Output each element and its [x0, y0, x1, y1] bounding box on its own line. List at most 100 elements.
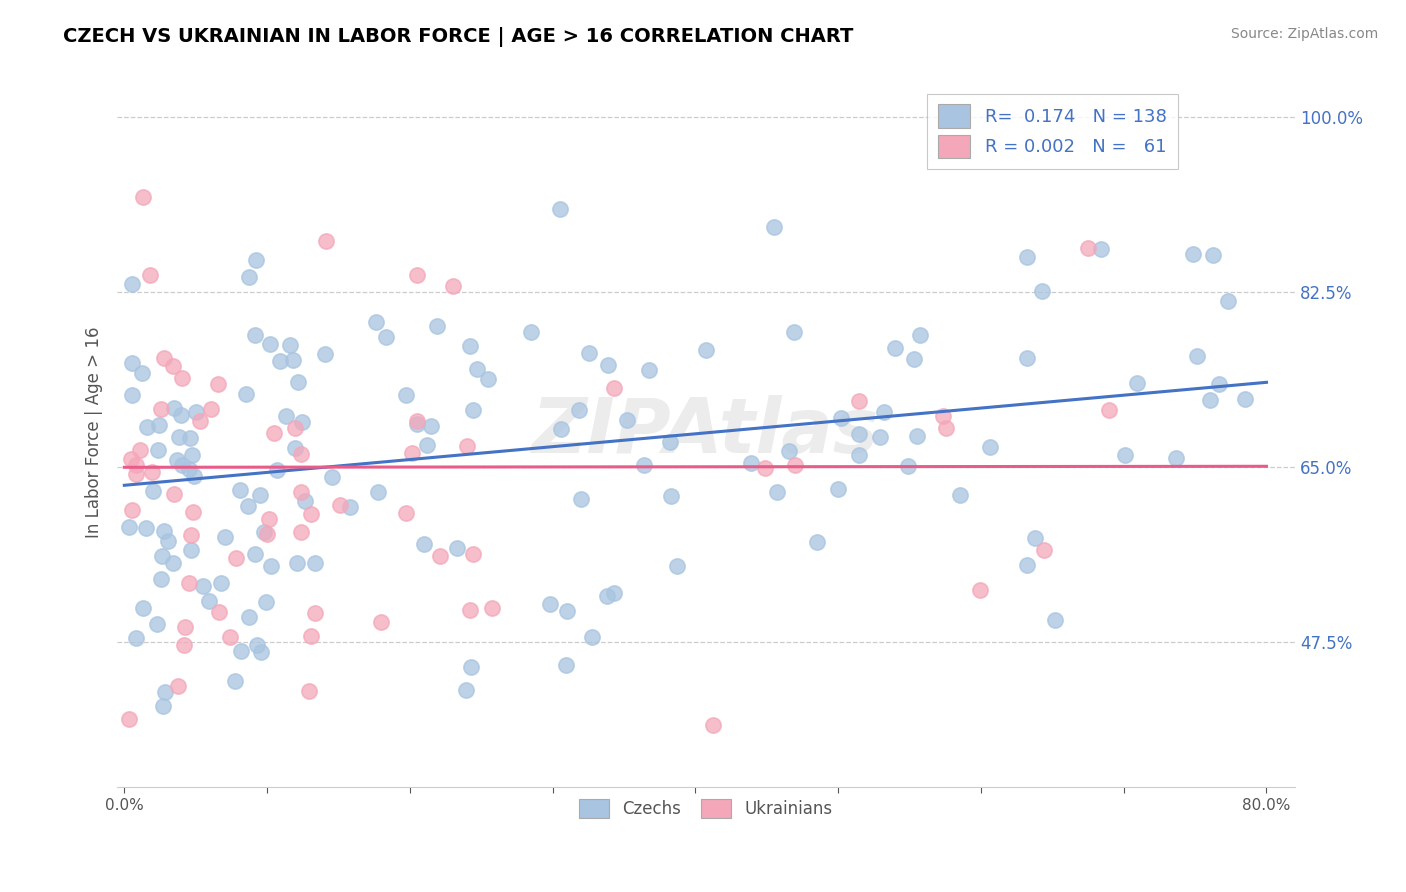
Point [245, 252, 267, 267]
Point [269, 353, 291, 368]
Point [125, 631, 148, 645]
Point [595, 589, 617, 603]
Point [238, 270, 260, 285]
Point [765, 485, 787, 500]
Point [266, 463, 288, 477]
Y-axis label: In Labor Force | Age > 16: In Labor Force | Age > 16 [86, 326, 103, 538]
Point [153, 524, 176, 538]
Point [465, 362, 488, 376]
Point [146, 617, 169, 632]
Point [806, 535, 828, 549]
Point [598, 358, 620, 372]
Point [905, 429, 928, 443]
Point [238, 610, 260, 624]
Point [548, 202, 571, 216]
Point [142, 484, 165, 499]
Point [278, 338, 301, 352]
Point [702, 718, 724, 732]
Point [283, 353, 305, 368]
Point [162, 556, 184, 570]
Point [555, 604, 578, 618]
Point [364, 315, 387, 329]
Point [367, 485, 389, 500]
Point [254, 594, 277, 608]
Point [179, 431, 201, 445]
Point [969, 582, 991, 597]
Point [118, 519, 141, 533]
Point [1045, 613, 1067, 627]
Point [446, 541, 468, 555]
Point [908, 328, 931, 343]
Point [253, 524, 276, 539]
Point [695, 343, 717, 358]
Point [285, 556, 308, 570]
Point [370, 615, 392, 629]
Point [276, 409, 298, 423]
Text: Source: ZipAtlas.com: Source: ZipAtlas.com [1230, 27, 1378, 41]
Point [163, 401, 186, 415]
Point [157, 534, 180, 549]
Point [249, 488, 271, 502]
Point [259, 559, 281, 574]
Point [124, 458, 146, 472]
Point [979, 440, 1001, 454]
Point [931, 409, 953, 423]
Point [321, 470, 343, 484]
Point [229, 644, 252, 658]
Point [169, 408, 191, 422]
Point [290, 525, 312, 540]
Point [659, 489, 682, 503]
Point [121, 388, 143, 402]
Point [456, 439, 478, 453]
Point [463, 547, 485, 561]
Point [294, 494, 316, 508]
Point [481, 600, 503, 615]
Point [162, 359, 184, 373]
Point [581, 630, 603, 644]
Point [121, 503, 143, 517]
Point [426, 319, 449, 334]
Point [225, 550, 247, 565]
Point [520, 325, 543, 339]
Legend: Czechs, Ukrainians: Czechs, Ukrainians [572, 792, 839, 825]
Point [1097, 402, 1119, 417]
Point [665, 559, 688, 574]
Point [315, 234, 337, 248]
Point [229, 483, 252, 497]
Point [235, 387, 257, 401]
Point [180, 528, 202, 542]
Point [413, 537, 436, 551]
Point [949, 488, 972, 502]
Point [180, 543, 202, 558]
Point [218, 631, 240, 645]
Text: CZECH VS UKRAINIAN IN LABOR FORCE | AGE > 16 CORRELATION CHART: CZECH VS UKRAINIAN IN LABOR FORCE | AGE … [63, 27, 853, 46]
Point [569, 492, 592, 507]
Point [290, 447, 312, 461]
Point [290, 485, 312, 500]
Point [150, 402, 173, 417]
Point [304, 606, 326, 620]
Point [554, 658, 576, 673]
Point [150, 572, 173, 586]
Point [163, 486, 186, 500]
Point [903, 352, 925, 367]
Point [935, 420, 957, 434]
Point [125, 467, 148, 481]
Point [1199, 392, 1222, 407]
Point [568, 402, 591, 417]
Point [299, 629, 322, 643]
Point [207, 377, 229, 392]
Point [135, 521, 157, 535]
Point [150, 549, 173, 564]
Point [1090, 242, 1112, 256]
Point [172, 458, 194, 472]
Point [146, 442, 169, 457]
Point [193, 579, 215, 593]
Point [121, 356, 143, 370]
Point [284, 421, 307, 435]
Point [173, 638, 195, 652]
Point [183, 469, 205, 483]
Point [785, 458, 807, 473]
Point [141, 465, 163, 479]
Point [257, 512, 280, 526]
